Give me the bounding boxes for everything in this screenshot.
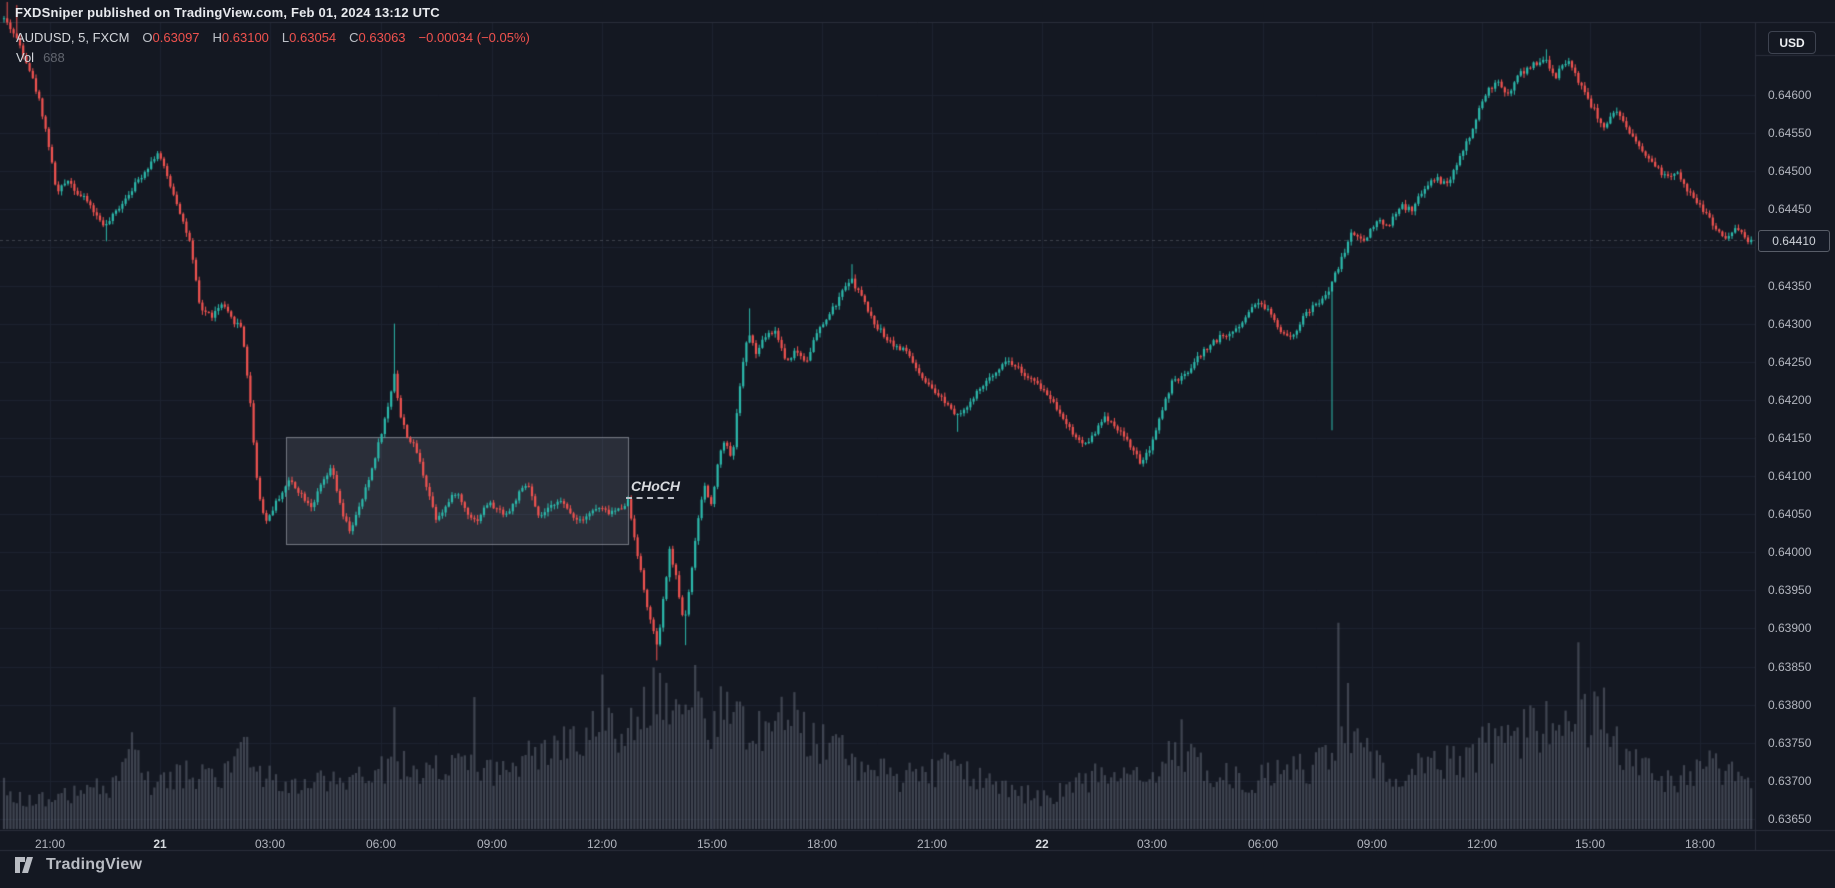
volume-value: 688 <box>43 50 65 65</box>
price-tick-label: 0.63950 <box>1768 583 1812 598</box>
chart-legend: AUDUSD, 5, FXCM O0.63097 H0.63100 L0.63054… <box>16 30 530 65</box>
price-axis[interactable]: USD 0.646000.645500.645000.644500.644000… <box>1756 0 1835 851</box>
tradingview-logo-icon <box>15 857 33 873</box>
price-tick-label: 0.63750 <box>1768 735 1812 750</box>
time-tick-label: 15:00 <box>696 837 728 851</box>
price-tick-label: 0.64350 <box>1768 278 1812 293</box>
time-tick-label: 03:00 <box>1136 837 1168 851</box>
price-tick-label: 0.63650 <box>1768 811 1812 826</box>
ohlc-item: L0.63054 <box>281 30 337 45</box>
time-tick-label: 12:00 <box>586 837 618 851</box>
price-tick-label: 0.64250 <box>1768 354 1812 369</box>
ohlc-item: C0.63063 <box>349 30 406 45</box>
time-tick-label: 18:00 <box>1684 837 1716 851</box>
time-tick-label: 09:00 <box>1356 837 1388 851</box>
price-tick-label: 0.64100 <box>1768 469 1812 483</box>
last-price-tag: 0.64410 <box>1758 229 1830 252</box>
price-tick-label: 0.64450 <box>1768 202 1812 217</box>
ohlc-item: H0.63100 <box>212 30 269 45</box>
price-tick-label: 0.64300 <box>1768 316 1812 331</box>
price-tick-label: 0.63850 <box>1768 659 1812 674</box>
tradingview-logo-text: TradingView <box>46 856 143 873</box>
time-tick-label: 09:00 <box>476 837 508 851</box>
ohlc-list: O0.63097 H0.63100 L0.63054 C0.63063 <box>142 30 405 45</box>
price-tick-label: 0.64500 <box>1768 164 1812 179</box>
time-tick-label: 06:00 <box>1247 837 1279 851</box>
price-tick-label: 0.64050 <box>1768 507 1812 522</box>
price-tick-label: 0.64200 <box>1768 392 1812 407</box>
time-tick-label: 18:00 <box>806 837 838 851</box>
time-tick-label: 21 <box>153 837 167 851</box>
currency-toggle-button[interactable]: USD <box>1768 31 1816 54</box>
volume-label: Vol <box>16 50 35 65</box>
time-tick-label: 15:00 <box>1574 837 1606 851</box>
time-axis[interactable]: 21:00 21 03:00 06:00 09:00 12:00 15:00 18:00 21:… <box>0 831 1835 851</box>
time-tick-label: 22 <box>1035 837 1049 851</box>
change-value: −0.00034 (−0.05%) <box>418 30 530 45</box>
time-tick-label: 21:00 <box>916 837 948 851</box>
price-tick-label: 0.64150 <box>1768 430 1812 445</box>
ohlc-item: O0.63097 <box>142 30 200 45</box>
symbol-description[interactable]: AUDUSD, 5, FXCM <box>16 30 130 45</box>
tradingview-watermark[interactable]: TradingView <box>14 855 142 875</box>
time-tick-label: 21:00 <box>34 837 66 851</box>
legend-ohlc-row: AUDUSD, 5, FXCM O0.63097 H0.63100 L0.63054… <box>16 30 530 45</box>
publish-banner: FXDSniper published on TradingView.com, … <box>15 5 440 20</box>
price-tick-label: 0.64000 <box>1768 545 1812 560</box>
price-tick-label: 0.64600 <box>1768 88 1812 102</box>
price-tick-label: 0.63800 <box>1768 697 1812 712</box>
price-tick-label: 0.63700 <box>1768 773 1812 788</box>
time-tick-label: 12:00 <box>1466 837 1498 851</box>
price-tick-label: 0.64550 <box>1768 126 1812 141</box>
legend-volume-row: Vol 688 <box>16 50 530 65</box>
time-tick-label: 06:00 <box>365 837 397 851</box>
choch-annotation-label: CHoCH <box>631 478 680 494</box>
time-tick-label: 03:00 <box>254 837 286 851</box>
price-tick-label: 0.63900 <box>1768 621 1812 636</box>
choch-dashed-line <box>626 497 674 499</box>
